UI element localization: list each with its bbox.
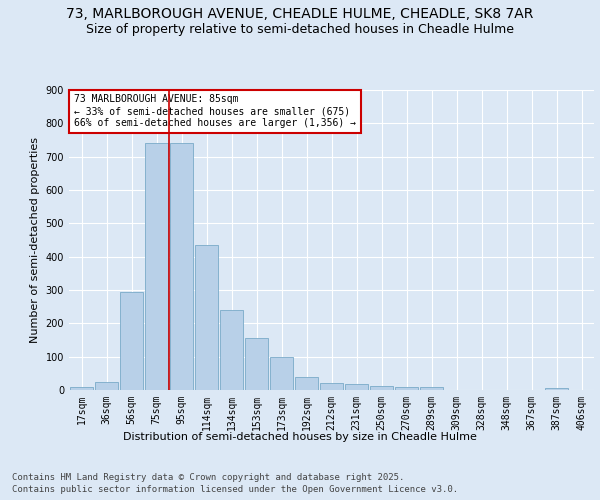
Bar xyxy=(545,388,568,390)
Text: 73, MARLBOROUGH AVENUE, CHEADLE HULME, CHEADLE, SK8 7AR: 73, MARLBOROUGH AVENUE, CHEADLE HULME, C… xyxy=(67,8,533,22)
Bar xyxy=(95,382,118,390)
Text: Contains HM Land Registry data © Crown copyright and database right 2025.: Contains HM Land Registry data © Crown c… xyxy=(12,472,404,482)
Bar xyxy=(419,386,443,390)
Bar xyxy=(344,384,368,390)
Text: Distribution of semi-detached houses by size in Cheadle Hulme: Distribution of semi-detached houses by … xyxy=(123,432,477,442)
Text: Contains public sector information licensed under the Open Government Licence v3: Contains public sector information licen… xyxy=(12,485,458,494)
Y-axis label: Number of semi-detached properties: Number of semi-detached properties xyxy=(30,137,40,343)
Bar xyxy=(220,310,244,390)
Bar xyxy=(295,378,319,390)
Bar xyxy=(119,292,143,390)
Text: 73 MARLBOROUGH AVENUE: 85sqm
← 33% of semi-detached houses are smaller (675)
66%: 73 MARLBOROUGH AVENUE: 85sqm ← 33% of se… xyxy=(74,94,356,128)
Bar xyxy=(145,142,169,390)
Bar xyxy=(370,386,394,390)
Text: Size of property relative to semi-detached houses in Cheadle Hulme: Size of property relative to semi-detach… xyxy=(86,22,514,36)
Bar xyxy=(320,384,343,390)
Bar xyxy=(70,388,94,390)
Bar xyxy=(245,338,268,390)
Bar xyxy=(269,356,293,390)
Bar xyxy=(170,142,193,390)
Bar xyxy=(194,245,218,390)
Bar xyxy=(395,386,418,390)
